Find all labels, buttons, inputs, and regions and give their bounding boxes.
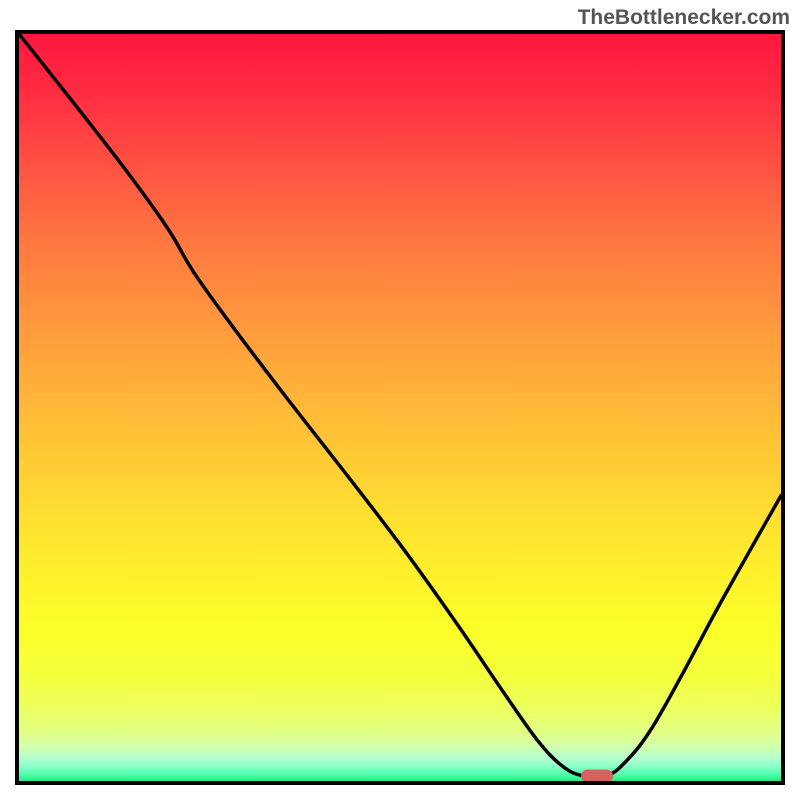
watermark-text: TheBottlenecker.com: [578, 6, 790, 30]
bottleneck-curve: [19, 34, 781, 781]
optimum-marker: [581, 769, 613, 781]
plot-area: [19, 34, 781, 781]
bottleneck-curve-path: [19, 34, 781, 778]
